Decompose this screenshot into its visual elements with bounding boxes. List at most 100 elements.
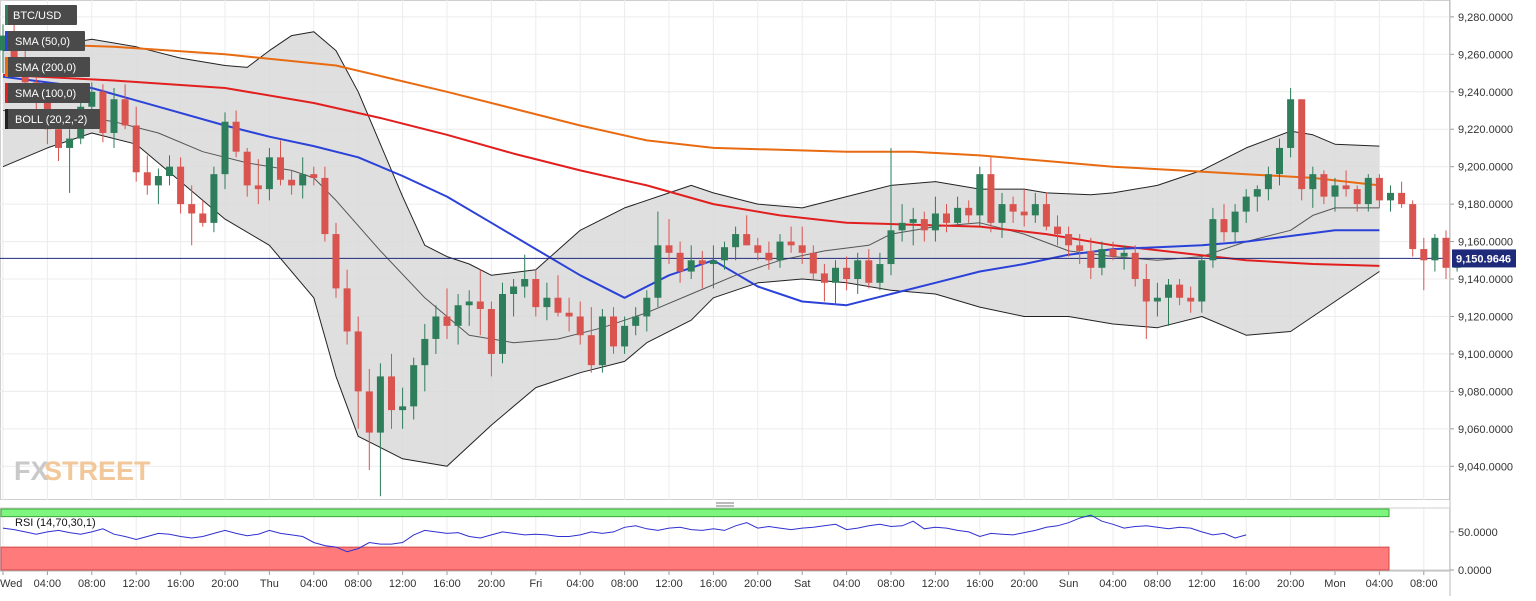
candle[interactable] xyxy=(121,84,129,130)
candle[interactable] xyxy=(798,226,806,265)
candle[interactable] xyxy=(1387,185,1394,212)
candle[interactable] xyxy=(809,245,817,280)
candle[interactable] xyxy=(987,157,995,233)
legend-item-sma100[interactable]: SMA (100,0) xyxy=(5,83,90,103)
candle[interactable] xyxy=(1120,245,1128,270)
candle[interactable] xyxy=(1253,185,1261,212)
candle[interactable] xyxy=(143,155,151,195)
candle[interactable] xyxy=(943,204,950,233)
candle[interactable] xyxy=(654,211,662,308)
candle[interactable] xyxy=(354,316,362,429)
candle[interactable] xyxy=(254,159,262,205)
candle[interactable] xyxy=(443,288,451,339)
candle[interactable] xyxy=(676,241,684,283)
candle[interactable] xyxy=(965,200,973,223)
candle[interactable] xyxy=(1087,237,1095,280)
candle[interactable] xyxy=(132,106,140,182)
legend-item-boll[interactable]: BOLL (20,2,-2) xyxy=(5,109,100,129)
candles[interactable] xyxy=(0,7,1461,497)
candle[interactable] xyxy=(277,140,284,186)
candle[interactable] xyxy=(166,155,173,186)
candle[interactable] xyxy=(721,241,728,270)
candle[interactable] xyxy=(1198,256,1206,313)
candle[interactable] xyxy=(598,308,606,373)
candle[interactable] xyxy=(621,316,629,354)
legend-item-btcusd[interactable]: BTC/USD xyxy=(5,5,77,25)
candle[interactable] xyxy=(854,252,862,295)
candle[interactable] xyxy=(221,112,229,190)
candle[interactable] xyxy=(743,215,751,246)
candle[interactable] xyxy=(1076,234,1084,265)
candle[interactable] xyxy=(1176,279,1184,306)
candle[interactable] xyxy=(543,282,551,321)
candle[interactable] xyxy=(576,301,584,345)
candle[interactable] xyxy=(732,226,740,261)
candle[interactable] xyxy=(1375,174,1383,208)
candle[interactable] xyxy=(1409,200,1417,257)
candle[interactable] xyxy=(1398,181,1406,208)
candle[interactable] xyxy=(643,290,651,332)
candle[interactable] xyxy=(399,387,407,429)
candle[interactable] xyxy=(321,166,329,242)
candle[interactable] xyxy=(1264,166,1272,201)
candle[interactable] xyxy=(288,170,296,195)
candle[interactable] xyxy=(832,260,839,306)
candle[interactable] xyxy=(1009,196,1017,223)
candle[interactable] xyxy=(876,252,884,291)
candle[interactable] xyxy=(1020,189,1028,227)
candle[interactable] xyxy=(388,353,395,429)
candle[interactable] xyxy=(1364,174,1372,212)
candle[interactable] xyxy=(698,250,706,289)
candle[interactable] xyxy=(476,269,484,336)
candle[interactable] xyxy=(1431,234,1439,272)
candle[interactable] xyxy=(1331,177,1339,212)
candle[interactable] xyxy=(510,279,518,317)
candle[interactable] xyxy=(66,129,74,193)
panel-resize-handle[interactable] xyxy=(716,502,734,507)
candle[interactable] xyxy=(1131,245,1139,287)
candle[interactable] xyxy=(665,219,673,265)
rsi-label[interactable]: RSI (14,70,30,1) xyxy=(15,517,96,529)
candle[interactable] xyxy=(820,264,828,302)
candle[interactable] xyxy=(998,192,1006,238)
candle[interactable] xyxy=(1031,192,1039,223)
candle[interactable] xyxy=(232,110,240,158)
candle[interactable] xyxy=(976,166,984,227)
candle[interactable] xyxy=(1309,166,1317,208)
candle[interactable] xyxy=(188,185,196,246)
candle[interactable] xyxy=(632,307,640,336)
candle[interactable] xyxy=(1054,215,1061,246)
candle[interactable] xyxy=(421,323,429,392)
candle[interactable] xyxy=(0,24,7,74)
candle[interactable] xyxy=(887,147,895,276)
candle[interactable] xyxy=(1187,286,1195,313)
candle[interactable] xyxy=(709,245,717,289)
candle[interactable] xyxy=(1065,226,1073,257)
candle[interactable] xyxy=(1242,189,1250,223)
candle[interactable] xyxy=(410,357,418,420)
candle[interactable] xyxy=(1298,99,1306,201)
candle[interactable] xyxy=(898,204,906,242)
candle[interactable] xyxy=(687,245,695,280)
candle[interactable] xyxy=(776,234,784,268)
candle[interactable] xyxy=(1320,170,1328,205)
candle[interactable] xyxy=(1420,237,1428,291)
candle[interactable] xyxy=(432,305,440,354)
candle[interactable] xyxy=(110,88,118,148)
candle[interactable] xyxy=(99,84,107,143)
candle[interactable] xyxy=(1165,279,1172,326)
legend-item-sma50[interactable]: SMA (50,0) xyxy=(5,31,85,51)
candle[interactable] xyxy=(210,166,218,233)
candle[interactable] xyxy=(565,297,573,332)
candle[interactable] xyxy=(954,196,962,227)
legend-item-sma200[interactable]: SMA (200,0) xyxy=(5,57,90,77)
candle[interactable] xyxy=(1209,207,1217,268)
candle[interactable] xyxy=(754,237,762,261)
candle[interactable] xyxy=(177,157,185,214)
candle[interactable] xyxy=(1342,170,1350,197)
candle[interactable] xyxy=(1442,230,1450,280)
candle[interactable] xyxy=(1153,282,1161,317)
candle[interactable] xyxy=(610,307,617,354)
